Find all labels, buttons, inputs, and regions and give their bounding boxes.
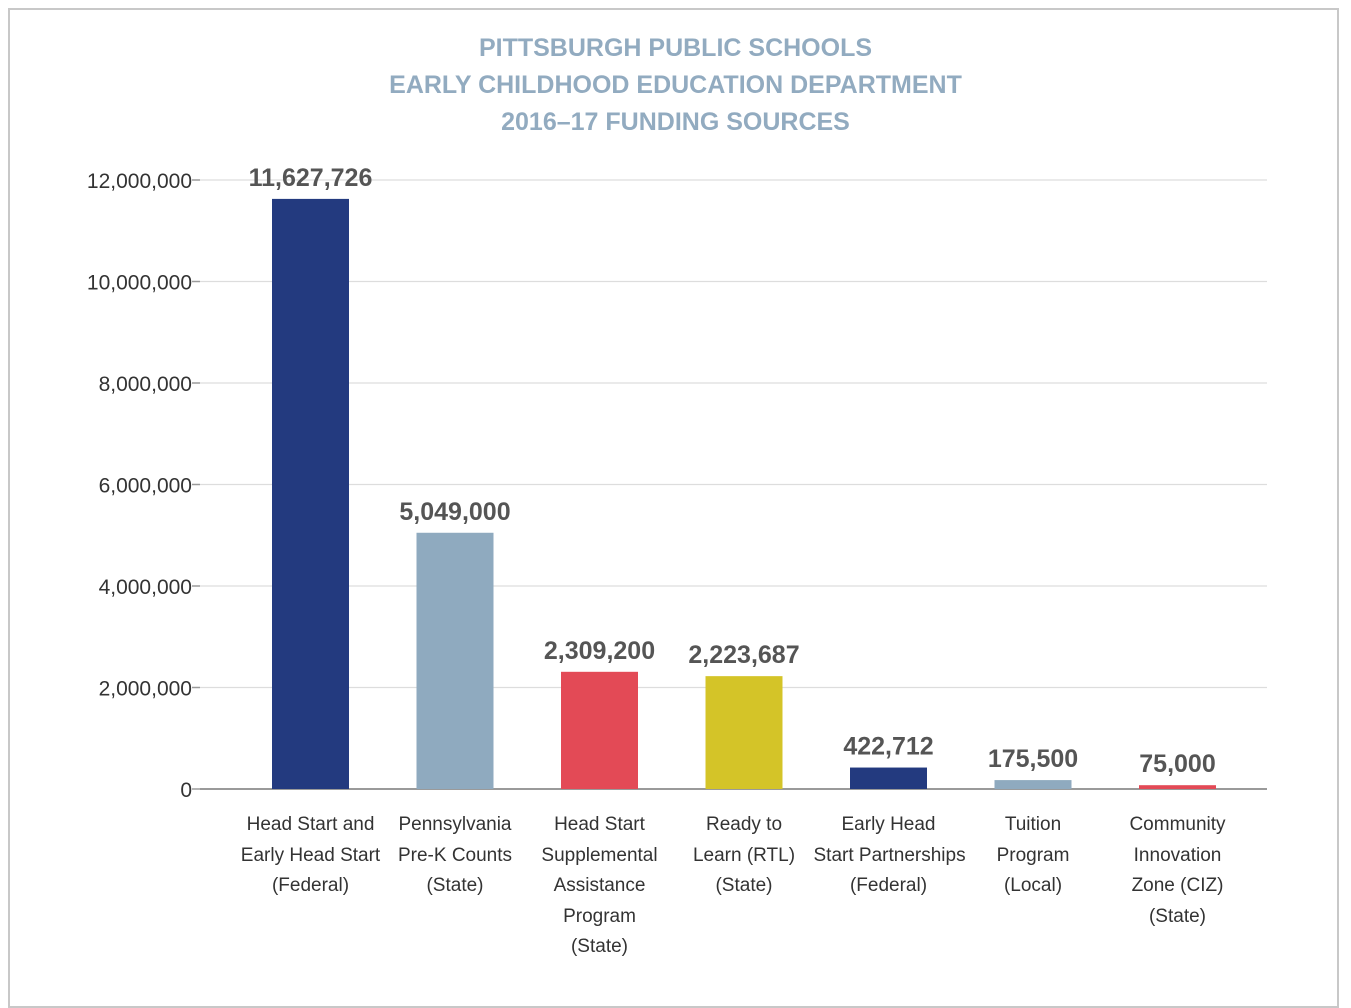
x-category-label-line: Ready to [705,814,783,835]
x-category-label-line: Pennsylvania [398,814,512,835]
x-category-label-line: Innovation [1133,844,1222,866]
x-category-label-line: (State) [426,875,484,896]
bar [1139,785,1216,789]
x-category-label-line: Pre-K Counts [397,844,513,866]
x-category-label-line: Learn (RTL) [692,844,796,866]
y-tick-label: 6,000,000 [99,475,192,498]
x-category-label-line: (Federal) [849,875,928,896]
x-category-label-line: (State) [1148,905,1207,927]
bar [705,676,783,789]
x-category-label-line: Program [996,844,1070,866]
y-tick-label: 10,000,000 [87,272,192,295]
bar [994,780,1072,789]
chart-title-line-2: EARLY CHILDHOOD EDUCATION DEPARTMENT [389,71,962,99]
data-label: 11,627,726 [249,164,373,192]
x-category-label: Early Head Start Partnerships (Federal) [813,810,966,902]
x-category-label-line: Program [563,905,636,927]
x-category-label-line: Supplemental [541,844,658,866]
x-category-label: Community Innovation Zone (CIZ) (State) [1103,810,1253,932]
x-category-label: Head Start Supplemental Assistance Program (… [525,810,675,963]
bar [561,671,638,789]
data-label: 2,223,687 [688,641,799,669]
chart-title-line-3: 2016–17 FUNDING SOURCES [501,108,850,136]
chart-title: PITTSBURGH PUBLIC SCHOOLS EARLY CHILDHOO… [0,30,1351,141]
x-category-label-line: (Local) [1003,875,1063,896]
x-category-label-line: (Federal) [271,875,350,896]
x-category-label-line: Early Head Start [240,844,381,866]
x-category-label: Head Start and Early Head Start (Federal) [236,810,386,902]
x-category-label-line: Head Start [554,814,645,835]
y-tick-label: 0 [180,779,192,802]
x-category-label: Pennsylvania Pre-K Counts (State) [380,810,530,902]
bar [850,767,927,789]
y-tick-label: 2,000,000 [99,678,192,701]
x-category-label: Tuition Program (Local) [958,810,1108,902]
bar [416,532,494,789]
x-category-label-line: (State) [715,875,773,896]
x-category-label-line: Early Head [841,814,936,835]
x-category-label: Ready to Learn (RTL) (State) [669,810,819,902]
x-category-label-line: Head Start and [246,814,375,835]
x-category-label-line: Tuition [1004,814,1062,835]
x-category-label-line: (State) [570,936,629,957]
data-label: 422,712 [843,733,933,761]
x-category-label-line: Zone (CIZ) [1131,875,1224,896]
x-category-label-line: Assistance [553,875,646,896]
chart-title-line-1: PITTSBURGH PUBLIC SCHOOLS [478,34,873,62]
x-category-label-line: Start Partnerships [813,844,966,866]
y-tick-label: 8,000,000 [99,373,192,396]
data-label: 75,000 [1139,750,1215,778]
x-category-label-line: Community [1129,814,1226,835]
y-tick-label: 4,000,000 [99,576,192,599]
bar [272,198,349,790]
bar-chart: 0 2,000,000 4,000,000 6,000,000 8,000,000 10,… [87,164,1267,802]
y-tick-label: 12,000,000 [87,170,192,193]
data-label: 175,500 [988,745,1078,773]
data-label: 2,309,200 [544,637,655,665]
chart-frame [8,8,1339,1008]
data-label: 5,049,000 [399,498,510,526]
